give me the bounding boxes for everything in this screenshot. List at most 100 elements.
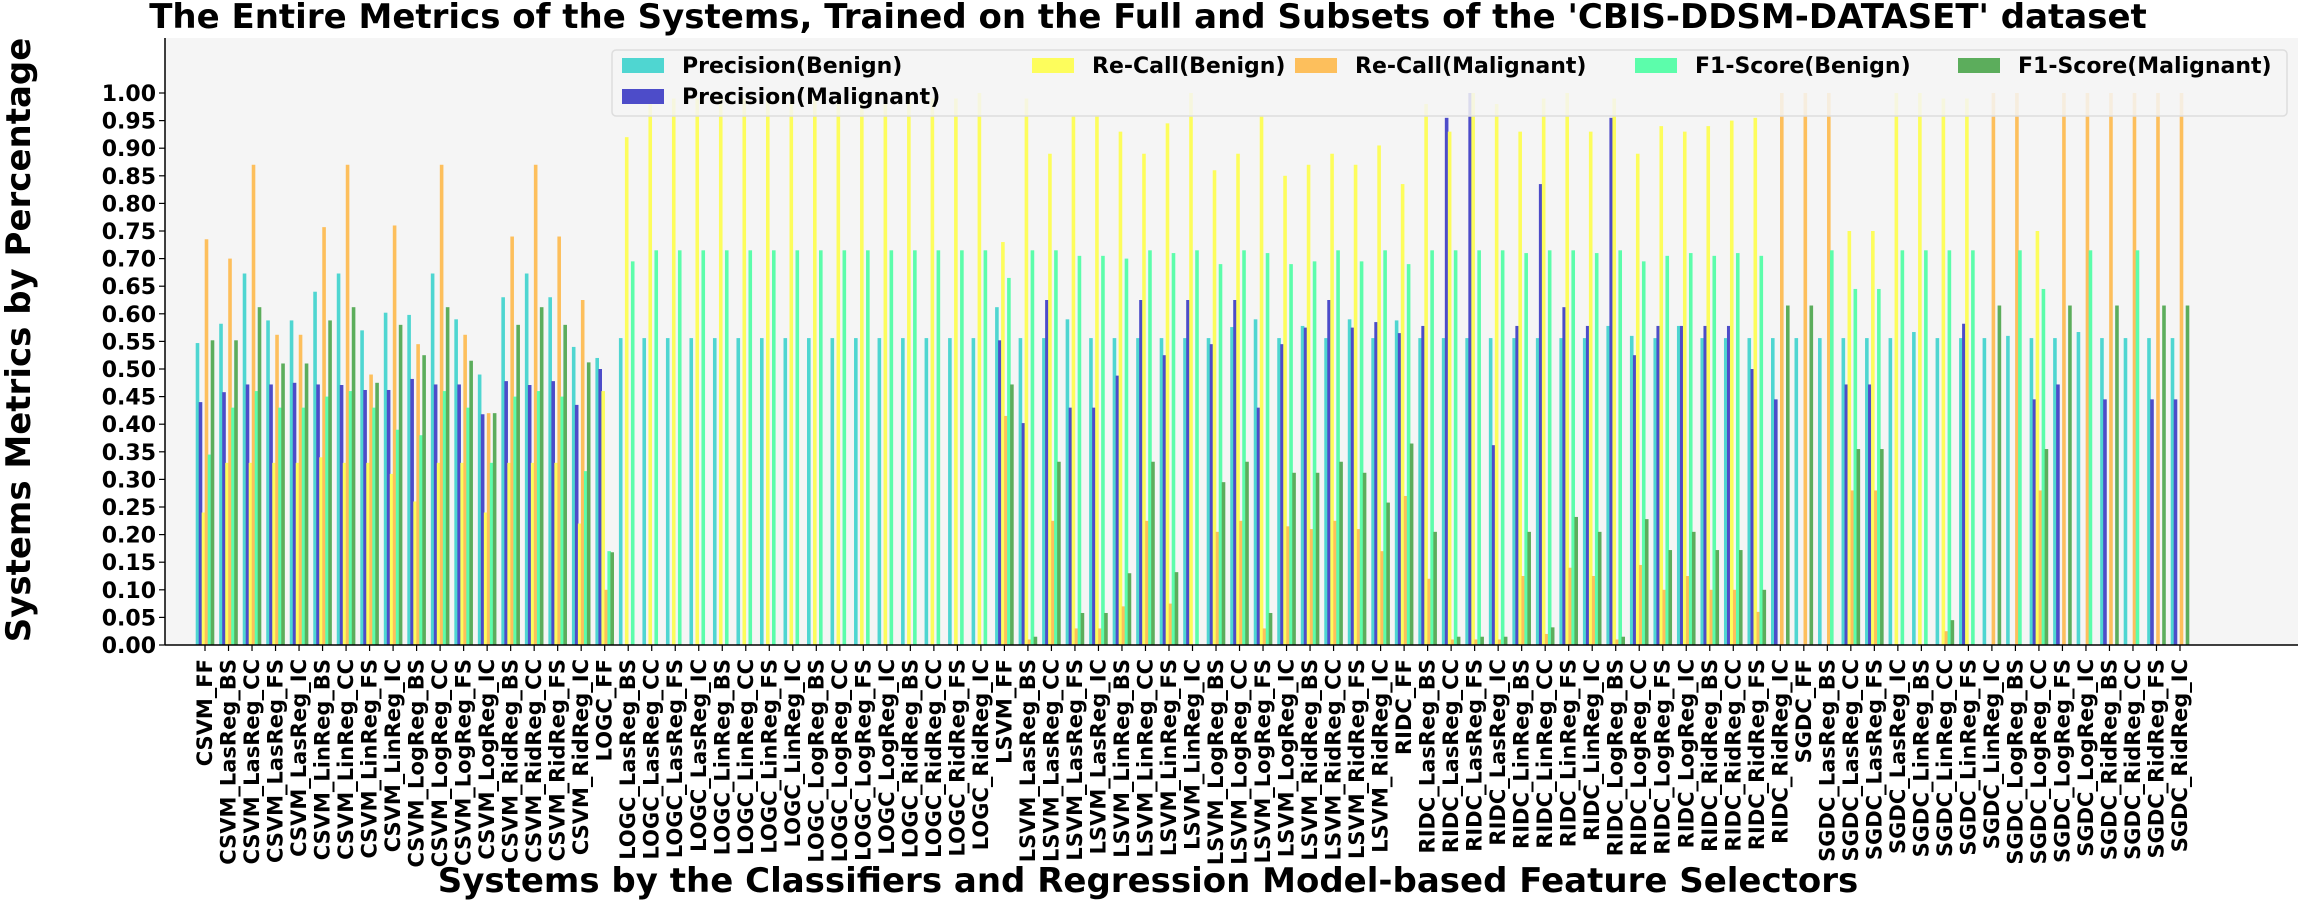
x-tick-label: SGDC_LinReg_FS bbox=[1956, 659, 1980, 856]
bar-precision-malignant-sgdc-logreg-fs bbox=[2056, 384, 2060, 645]
x-tick-label: LOGC_LogReg_FS bbox=[851, 659, 875, 861]
bar-precision-benign-logc-lasreg-fs bbox=[665, 338, 670, 645]
bar-precision-benign-sgdc-ff bbox=[1794, 338, 1799, 645]
bar-re-call-benign-logc-logreg-ic bbox=[883, 98, 888, 645]
bar-re-call-benign-lsvm-lasreg-bs bbox=[1024, 98, 1029, 645]
bar-precision-malignant-csvm-logreg-ic bbox=[480, 414, 485, 645]
x-tick-label: LSVM_FF bbox=[992, 659, 1016, 764]
bar-re-call-malignant-lsvm-lasreg-ic bbox=[1098, 628, 1102, 645]
legend-swatch bbox=[1032, 58, 1074, 73]
bar-re-call-benign-ridc-linreg-bs bbox=[1518, 131, 1522, 645]
bar-precision-benign-csvm-ridreg-ic bbox=[571, 346, 576, 645]
bar-precision-benign-lsvm-logreg-fs bbox=[1253, 319, 1258, 645]
legend-label: Precision(Malignant) bbox=[682, 85, 940, 110]
x-tick-label: SGDC_LinReg_IC bbox=[1980, 659, 2004, 849]
bar-f1-score-malignant-csvm-ridreg-fs bbox=[563, 324, 567, 645]
bar-f1-score-benign-ridc-ridreg-cc bbox=[1735, 253, 1740, 645]
bar-precision-malignant-ridc-linreg-cc bbox=[1538, 184, 1543, 645]
bar-re-call-benign-lsvm-logreg-ic bbox=[1283, 175, 1287, 646]
bar-precision-benign-lsvm-ridreg-cc bbox=[1324, 338, 1328, 645]
bar-re-call-malignant-sgdc-logreg-fs bbox=[2062, 93, 2066, 645]
bar-re-call-benign-ridc-lasreg-fs bbox=[1471, 93, 1475, 645]
bar-precision-malignant-lsvm-logreg-fs bbox=[1256, 407, 1261, 645]
bar-precision-benign-logc-ridreg-ic bbox=[971, 338, 976, 645]
bar-f1-score-benign-ridc-logreg-cc bbox=[1641, 261, 1646, 645]
bar-re-call-benign-logc-lasreg-bs bbox=[624, 137, 629, 645]
bar-re-call-malignant-csvm-ridreg-cc bbox=[533, 164, 538, 645]
bar-re-call-malignant-lsvm-linreg-cc bbox=[1145, 520, 1149, 645]
bar-re-call-benign-logc-ridreg-bs bbox=[907, 98, 911, 645]
bar-f1-score-benign-csvm-ridreg-bs bbox=[513, 396, 517, 645]
bar-f1-score-benign-csvm-lasreg-cc bbox=[254, 391, 259, 645]
bar-re-call-benign-sgdc-logreg-cc bbox=[2035, 231, 2040, 645]
bar-re-call-benign-csvm-ridreg-bs bbox=[507, 462, 511, 645]
x-tick-label: SGDC_LasReg_CC bbox=[1839, 659, 1863, 862]
bar-precision-benign-ridc-lasreg-ic bbox=[1488, 338, 1493, 645]
bar-precision-benign-logc-logreg-bs bbox=[807, 338, 811, 645]
bar-f1-score-benign-logc-logreg-fs bbox=[866, 250, 870, 645]
bar-re-call-malignant-sgdc-linreg-cc bbox=[1944, 631, 1949, 645]
bar-f1-score-benign-sgdc-lasreg-ic bbox=[1900, 250, 1905, 645]
bar-f1-score-malignant-csvm-linreg-ic bbox=[398, 324, 403, 645]
legend-label: F1-Score(Benign) bbox=[1695, 54, 1911, 79]
bar-f1-score-benign-lsvm-logreg-cc bbox=[1242, 250, 1246, 645]
bar-precision-benign-sgdc-linreg-cc bbox=[1935, 338, 1940, 645]
bar-precision-benign-lsvm-logreg-ic bbox=[1277, 338, 1281, 645]
x-tick-label: LOGC_LogReg_BS bbox=[804, 659, 828, 863]
y-tick-label: 0.45 bbox=[102, 386, 156, 411]
x-tick-label: CSVM_FF bbox=[193, 659, 217, 766]
bar-precision-malignant-csvm-logreg-cc bbox=[433, 384, 438, 645]
x-tick-label: RIDC_LogReg_CC bbox=[1627, 659, 1651, 856]
bar-re-call-benign-ridc-linreg-cc bbox=[1541, 98, 1546, 645]
x-tick-label: SGDC_LasReg_FS bbox=[1862, 659, 1886, 860]
bar-f1-score-benign-sgdc-ridreg-cc bbox=[2135, 250, 2140, 645]
bar-re-call-malignant-csvm-linreg-ic bbox=[392, 225, 397, 646]
bar-re-call-malignant-ridc-lasreg-fs bbox=[1474, 639, 1478, 645]
bar-precision-malignant-lsvm-linreg-bs bbox=[1115, 375, 1120, 645]
bar-precision-benign-ridc-linreg-cc bbox=[1535, 338, 1540, 645]
bar-precision-malignant-ridc-logreg-ic bbox=[1679, 325, 1684, 645]
bar-f1-score-benign-ridc-linreg-cc bbox=[1547, 250, 1552, 645]
bar-re-call-malignant-csvm-linreg-cc bbox=[345, 164, 350, 645]
bar-re-call-malignant-csvm-ff bbox=[204, 239, 209, 645]
x-tick-label: CSVM_RidReg_CC bbox=[522, 659, 546, 863]
y-tick-label: 0.35 bbox=[102, 441, 156, 466]
y-tick-label: 0.55 bbox=[102, 330, 156, 355]
bar-f1-score-malignant-csvm-lasreg-ic bbox=[304, 363, 309, 645]
x-tick-label: SGDC_RidReg_CC bbox=[2121, 659, 2145, 860]
bar-precision-malignant-ridc-linreg-ic bbox=[1585, 325, 1590, 645]
bar-f1-score-benign-lsvm-lasreg-ic bbox=[1101, 255, 1105, 645]
x-tick-label: LSVM_LogReg_FS bbox=[1251, 659, 1275, 863]
bar-f1-score-malignant-csvm-linreg-cc bbox=[351, 307, 356, 645]
bar-precision-malignant-lsvm-lasreg-cc bbox=[1045, 300, 1049, 645]
x-tick-label: LOGC_LogReg_IC bbox=[875, 659, 899, 855]
x-tick-label: SGDC_RidReg_BS bbox=[2097, 659, 2121, 860]
bar-re-call-benign-logc-logreg-bs bbox=[813, 98, 817, 645]
bar-precision-malignant-sgdc-lasreg-cc bbox=[1844, 384, 1849, 645]
bar-precision-benign-csvm-ridreg-cc bbox=[524, 273, 529, 645]
bar-precision-benign-ridc-ridreg-ic bbox=[1771, 338, 1775, 645]
x-tick-label: RIDC_LinReg_CC bbox=[1533, 659, 1557, 849]
bar-f1-score-benign-lsvm-logreg-fs bbox=[1265, 253, 1270, 645]
x-tick-label: LOGC_RidReg_BS bbox=[898, 659, 922, 858]
y-tick-label: 0.05 bbox=[102, 606, 156, 631]
bar-precision-malignant-csvm-linreg-bs bbox=[316, 384, 320, 645]
bar-precision-benign-lsvm-ff bbox=[995, 307, 999, 645]
legend-label: Re-Call(Malignant) bbox=[1355, 54, 1586, 79]
bar-re-call-malignant-csvm-lasreg-fs bbox=[275, 334, 279, 645]
bar-re-call-malignant-sgdc-logreg-bs bbox=[2015, 93, 2019, 645]
y-tick-label: 0.25 bbox=[102, 496, 156, 521]
bar-re-call-benign-ridc-ff bbox=[1400, 184, 1405, 645]
bar-precision-malignant-lsvm-ridreg-fs bbox=[1350, 327, 1355, 645]
x-tick-label: LSVM_LasReg_CC bbox=[1039, 659, 1063, 862]
bar-re-call-malignant-lsvm-linreg-bs bbox=[1121, 606, 1126, 645]
bar-f1-score-benign-lsvm-linreg-cc bbox=[1148, 250, 1152, 645]
bar-precision-malignant-ridc-ridreg-fs bbox=[1750, 369, 1755, 645]
bar-re-call-malignant-sgdc-logreg-cc bbox=[2038, 490, 2043, 645]
bar-precision-benign-csvm-lasreg-bs bbox=[219, 323, 223, 645]
bar-precision-benign-sgdc-logreg-fs bbox=[2053, 338, 2057, 645]
bar-precision-benign-logc-logreg-fs bbox=[854, 338, 858, 645]
bar-f1-score-benign-lsvm-ridreg-cc bbox=[1336, 250, 1340, 645]
bar-re-call-benign-ridc-linreg-fs bbox=[1565, 93, 1569, 645]
bar-re-call-benign-ridc-logreg-ic bbox=[1682, 131, 1687, 645]
